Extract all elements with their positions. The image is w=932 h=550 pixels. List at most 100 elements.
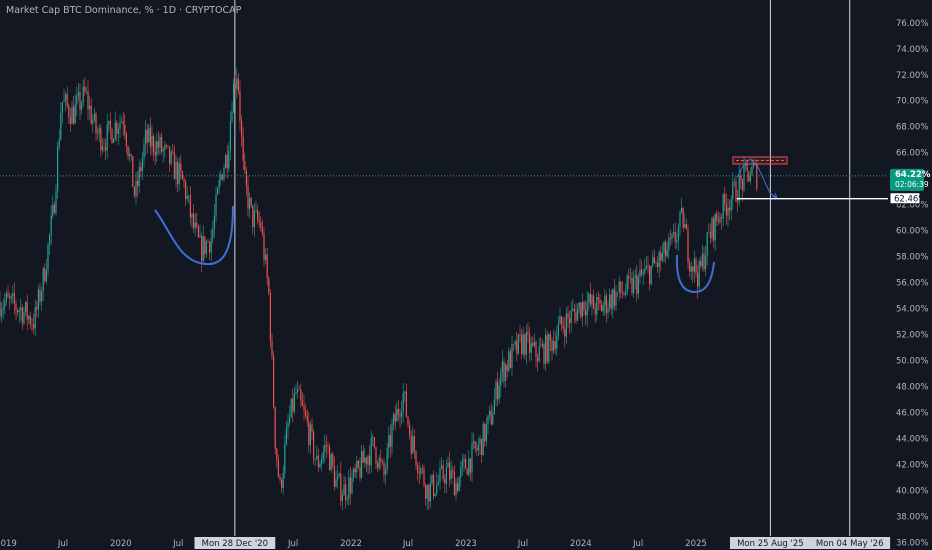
projection-arrow-icon xyxy=(771,192,778,199)
candle-body xyxy=(313,431,315,460)
candle-body xyxy=(737,201,739,203)
candle-body xyxy=(657,262,659,267)
candle-body xyxy=(401,411,403,417)
vertical-marker-label-bg xyxy=(729,537,811,549)
resistance-box[interactable] xyxy=(732,156,788,165)
candle-body xyxy=(287,422,289,429)
candle-body xyxy=(589,294,591,305)
user-drawings[interactable] xyxy=(154,156,788,294)
candle-body xyxy=(581,301,583,317)
candle-body xyxy=(84,86,86,92)
candle-body xyxy=(18,310,20,313)
y-tick-label: 54.00% xyxy=(896,305,928,315)
price-badge-countdown: 02:06:39 xyxy=(895,180,929,189)
candle-body xyxy=(468,458,470,475)
candle-body xyxy=(162,149,164,152)
y-tick-label: 52.00% xyxy=(896,331,928,341)
candle-body xyxy=(79,91,81,110)
candle-body xyxy=(101,146,103,151)
candle-body xyxy=(343,484,345,496)
candle-body xyxy=(748,171,750,182)
candle-body xyxy=(551,340,553,352)
candle-body xyxy=(202,236,204,262)
candle-body xyxy=(569,318,571,324)
candle-body xyxy=(108,120,110,125)
candle-body xyxy=(258,220,260,222)
candle-body xyxy=(482,423,484,456)
candle-body xyxy=(85,91,87,93)
candle-body xyxy=(354,468,356,473)
candle-body xyxy=(637,276,639,294)
candle-body xyxy=(327,446,329,447)
candle-body xyxy=(229,121,231,152)
candle-body xyxy=(698,260,700,287)
candle-body xyxy=(546,335,548,362)
candle-body xyxy=(505,364,507,381)
y-tick-label: 60.00% xyxy=(896,227,928,237)
candle-body xyxy=(332,454,334,466)
candle-body xyxy=(377,463,379,468)
candle-body xyxy=(266,254,268,279)
candle-body xyxy=(359,467,361,478)
candle-body xyxy=(481,438,483,456)
y-tick-label: 46.00% xyxy=(896,409,928,419)
candle-body xyxy=(268,278,270,293)
candle-body xyxy=(490,410,492,425)
candle-body xyxy=(154,151,156,156)
price-axis[interactable]: 76.00% 74.00% 72.00% 70.00% 68.00% 66.00% 62.0… xyxy=(888,0,932,550)
candle-body xyxy=(151,135,153,147)
candle-body xyxy=(114,122,116,139)
candle-body xyxy=(649,265,651,284)
candle-body xyxy=(365,457,367,465)
y-tick-label: 42.00% xyxy=(896,461,928,471)
price-badge-value: 64.22% xyxy=(895,170,931,180)
candle-body xyxy=(210,238,212,253)
x-tick-label: Jul xyxy=(287,539,298,549)
candle-body xyxy=(519,334,521,336)
candle-body xyxy=(428,485,430,502)
candle-body xyxy=(511,344,513,369)
candle-body xyxy=(629,278,631,279)
candle-body xyxy=(4,300,6,308)
candle-body xyxy=(124,124,126,134)
candle-body xyxy=(508,351,510,371)
candle-body xyxy=(369,455,371,466)
candle-body xyxy=(74,104,76,124)
candle-body xyxy=(409,424,411,436)
candle-body xyxy=(388,435,390,448)
candle-body xyxy=(717,220,719,222)
candle-body xyxy=(429,483,431,502)
candle-body xyxy=(673,232,675,235)
candle-body xyxy=(730,199,732,211)
candle-body xyxy=(413,436,415,452)
candle-body xyxy=(572,308,574,311)
candle-body xyxy=(513,344,515,345)
candle-body xyxy=(263,233,265,261)
candle-body xyxy=(674,232,676,243)
candle-body xyxy=(345,484,347,500)
cup-drawing-2020[interactable] xyxy=(154,205,234,266)
candle-body xyxy=(538,346,540,362)
candle-body xyxy=(161,136,163,152)
candle-body xyxy=(153,135,155,152)
candle-body xyxy=(665,241,667,257)
cup-drawing-2024[interactable] xyxy=(675,254,715,294)
candle-body xyxy=(561,316,563,326)
candle-body xyxy=(487,415,489,425)
candle-body xyxy=(73,106,75,124)
candle-body xyxy=(23,311,25,324)
candle-body xyxy=(636,274,638,294)
candle-body xyxy=(668,237,670,251)
candle-body xyxy=(706,232,708,257)
candle-body xyxy=(223,168,225,180)
y-tick-label: 36.00% xyxy=(896,539,928,549)
candle-body xyxy=(269,292,271,342)
candle-body xyxy=(375,447,377,464)
time-axis[interactable]: 2019 Jul 2020 Jul Jul 2022 Jul 2023 Jul 2024 Jul 20… xyxy=(0,536,891,550)
candle-body xyxy=(498,385,500,400)
candle-body xyxy=(362,451,364,463)
projection-path[interactable] xyxy=(736,158,777,198)
candle-body xyxy=(405,391,407,417)
candle-body xyxy=(156,141,158,156)
